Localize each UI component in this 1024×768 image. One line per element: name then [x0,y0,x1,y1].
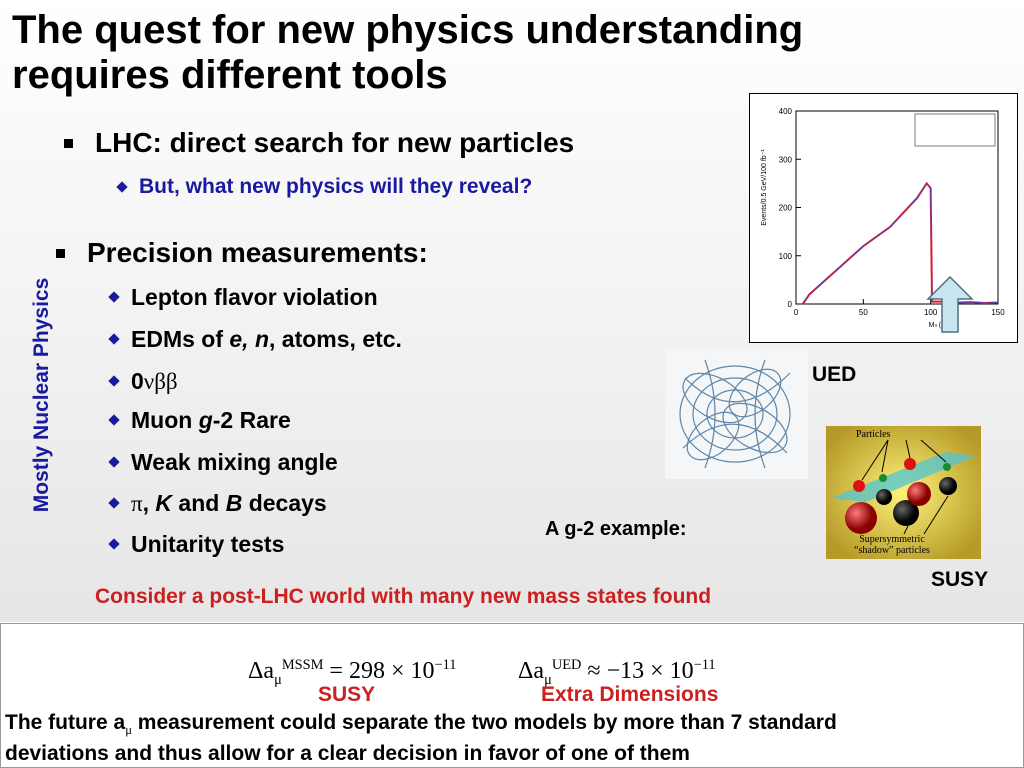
title-line: requires different tools [12,53,448,97]
plot-legend [914,113,996,147]
x-tick-label: 0 [794,308,799,317]
item-text: -2 Rare [212,407,291,433]
item: π, K and B decays [131,489,327,518]
item-text: B [225,490,243,516]
susy-image [826,426,981,559]
bullet [56,249,65,258]
item: 0νββ [131,367,178,396]
x-tick-label: 100 [924,308,938,317]
conclusion-text: μ [125,723,132,738]
formula-label: Extra Dimensions [541,683,719,706]
formula-label: SUSY [318,683,376,706]
image-caption: Particles [856,429,891,440]
sub-bullet [108,333,120,345]
conclusion-line: deviations and thus allow for a clear de… [5,742,690,765]
conclusion-text: The future a [5,711,126,734]
item-text: and [172,490,226,516]
formula-part: μ [544,671,552,688]
label: A g-2 example: [545,518,687,540]
conclusion-line: The future aμ measurement could separate… [5,710,837,743]
sub-bullet [108,538,120,550]
item-text: K [155,490,173,516]
y-tick-label: 200 [779,204,793,213]
y-tick-label: 100 [779,252,793,261]
formula-part: = [329,658,343,684]
item: Muon g-2 Rare [131,406,291,434]
sub-bullet [116,181,128,193]
y-axis-label: Events/0.5 GeV/100 fb⁻¹ [761,149,768,226]
item: Weak mixing angle [131,448,338,476]
x-tick-label: 150 [991,308,1005,317]
sub-bullet [108,291,120,303]
bullet [64,139,73,148]
torus-image [665,348,808,479]
bottom-panel [0,623,1024,768]
label: SUSY [931,568,989,591]
item: Unitarity tests [131,530,284,558]
sub-bullet [108,375,120,387]
item-text: 0 [131,368,144,394]
plot: 0100200300400050100150Mₗₗ (GeV)Events/0.… [761,107,1005,333]
y-tick-label: 0 [788,300,793,309]
item-text: νββ [143,369,178,394]
item: Lepton flavor violation [131,283,378,311]
item-text: EDMs of [131,326,230,352]
item-text: g [198,407,213,433]
item-text: Muon [131,407,199,433]
image-caption: Supersymmetric “shadow” particles [854,534,930,556]
caption-line: Supersymmetric [859,534,925,545]
formula: ΔaμMSSM = 298 × 10−11 [248,648,457,697]
title-line: The quest for new physics understanding [12,8,804,52]
item-text: , [142,490,156,516]
label: UED [812,363,857,386]
formula-part: ≈ [587,658,601,684]
plot-frame: 0100200300400050100150Mₗₗ (GeV)Events/0.… [749,93,1018,343]
x-tick-label: 50 [859,308,868,317]
item-text: Unitarity tests [131,531,285,557]
y-tick-label: 300 [779,155,793,164]
item-text: Lepton flavor violation [131,284,378,310]
bullet-text: Precision measurements: [87,237,428,268]
item-text: e, n [229,326,270,352]
formula-part: −11 [434,657,457,673]
item-text: π [131,491,143,516]
formula-part: MSSM [281,657,324,673]
formula: ΔaμUED ≈ −13 × 10−11 [518,648,716,697]
side-label: Mostly Nuclear Physics [30,277,53,513]
sub-bullet-text: But, what new physics will they reveal? [139,175,533,198]
plot-line [801,181,999,305]
label: Consider a post-LHC world with many new … [95,585,712,608]
sub-bullet [108,497,120,509]
caption-line: “shadow” particles [854,545,930,556]
sub-bullet [108,456,120,468]
y-tick-label: 400 [779,107,793,116]
arrow [926,275,974,333]
item-text: , atoms, etc. [269,326,402,352]
item-text: Weak mixing angle [131,449,338,475]
formula-part: μ [274,671,282,688]
formula-part: 298 × 10 [348,658,435,684]
formula-part: Δa [518,658,545,684]
formula-part: UED [551,657,582,673]
formula-part: Δa [248,658,275,684]
formula-part: −13 × 10 [606,658,694,684]
formula-part: −11 [693,657,716,673]
bullet-text: LHC: direct search for new particles [95,127,575,158]
item: EDMs of e, n, atoms, etc. [131,325,402,353]
fit-line [802,182,999,305]
item-text: decays [242,490,327,516]
conclusion-text: measurement could separate the two model… [131,711,837,734]
sub-bullet [108,414,120,426]
